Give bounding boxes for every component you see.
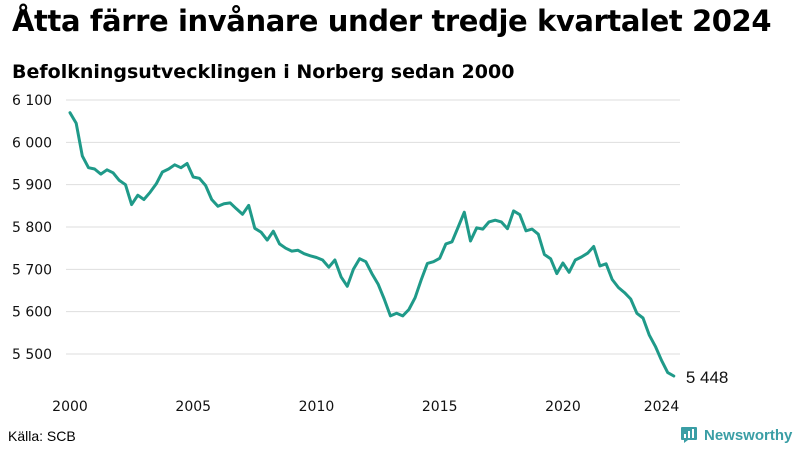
grid-lines (66, 99, 680, 355)
brand-logo: Newsworthy (680, 426, 792, 444)
y-tick-label: 6 000 (12, 135, 52, 151)
x-tick-label: 2010 (299, 399, 335, 415)
y-tick-label: 5 700 (12, 262, 52, 278)
x-tick-label: 2024 (644, 399, 680, 415)
chart-subtitle: Befolkningsutvecklingen i Norberg sedan … (12, 61, 515, 83)
population-line (68, 111, 676, 378)
x-tick-label: 2000 (52, 399, 88, 415)
x-tick-label: 2005 (175, 399, 211, 415)
last-value-label: 5 448 (686, 368, 729, 387)
x-axis-ticks: 2000 2005 2010 2015 2020 2024 (52, 399, 679, 415)
x-tick-label: 2015 (422, 399, 458, 415)
source-note: Källa: SCB (8, 428, 76, 444)
y-tick-label: 5 600 (12, 305, 52, 321)
y-axis-ticks: 5 500 5 600 5 700 5 800 5 900 6 000 6 100 (12, 93, 52, 363)
page-title: Åtta färre invånare under tredje kvartal… (12, 4, 772, 38)
bar-chart-icon (681, 427, 697, 443)
brand-name: Newsworthy (704, 426, 793, 444)
x-tick-label: 2020 (545, 399, 581, 415)
y-tick-label: 5 800 (12, 220, 52, 236)
y-tick-label: 6 100 (12, 93, 52, 109)
y-tick-label: 5 900 (12, 178, 52, 194)
y-tick-label: 5 500 (12, 347, 52, 363)
